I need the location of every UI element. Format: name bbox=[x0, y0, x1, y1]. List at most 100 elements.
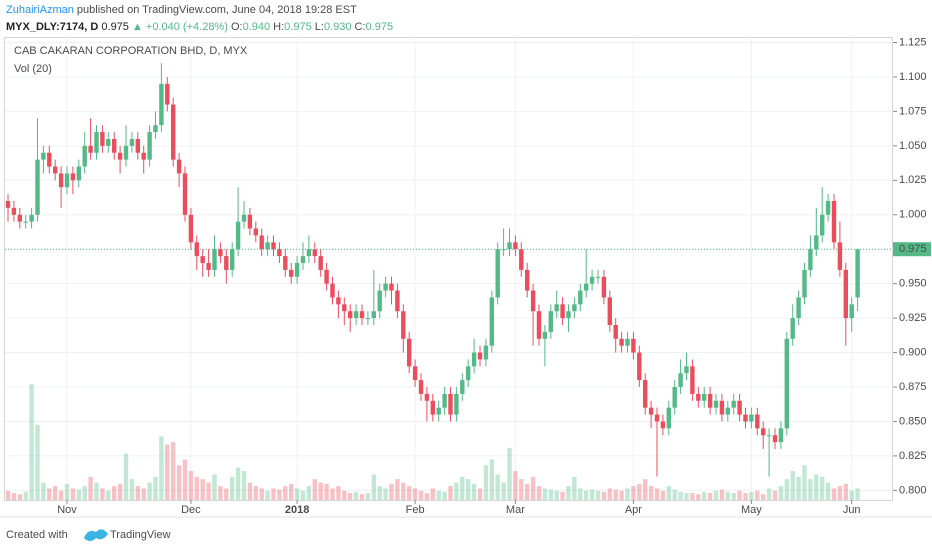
candle-body bbox=[684, 366, 689, 374]
volume-bar bbox=[483, 465, 489, 500]
candle-body bbox=[477, 352, 483, 360]
volume-bar bbox=[165, 444, 170, 500]
volume-bar bbox=[595, 490, 601, 500]
candle-body bbox=[383, 283, 388, 291]
volume-bar bbox=[230, 476, 235, 500]
volume-bar bbox=[796, 476, 801, 500]
volume-bar bbox=[766, 488, 772, 500]
volume-bar bbox=[601, 491, 607, 500]
candle-body bbox=[182, 173, 188, 215]
candle-body bbox=[58, 173, 64, 188]
footer-brand[interactable]: TradingView bbox=[110, 529, 171, 541]
candle-body bbox=[566, 311, 571, 319]
volume-bar bbox=[749, 491, 754, 500]
volume-bar bbox=[530, 476, 536, 500]
volume-bar bbox=[855, 488, 860, 500]
volume-bar bbox=[778, 486, 784, 500]
candle-body bbox=[778, 428, 784, 443]
volume-bar bbox=[837, 486, 843, 500]
tradingview-logo[interactable] bbox=[84, 529, 108, 541]
volume-bar bbox=[507, 447, 512, 500]
candle-body bbox=[548, 311, 553, 332]
volume-bar bbox=[23, 491, 28, 500]
volume-bar bbox=[82, 486, 87, 500]
volume-bar bbox=[731, 493, 736, 500]
candle-body bbox=[690, 366, 695, 394]
candle-body bbox=[849, 304, 854, 319]
volume-bar bbox=[637, 483, 642, 500]
candle-body bbox=[796, 297, 801, 319]
candle-body bbox=[365, 318, 371, 320]
volume-bar bbox=[117, 483, 123, 500]
candle-body bbox=[660, 421, 666, 429]
volume-bar bbox=[430, 488, 435, 500]
volume-bar bbox=[784, 479, 789, 500]
candle-body bbox=[495, 249, 500, 298]
candle-body bbox=[324, 269, 329, 284]
volume-bar bbox=[365, 493, 371, 500]
volume-bar bbox=[702, 491, 707, 500]
volume-bar bbox=[448, 486, 453, 500]
price: 0.975 bbox=[101, 21, 129, 33]
volume-bar bbox=[123, 453, 129, 500]
volume-bar bbox=[289, 483, 294, 500]
author[interactable]: ZuhairiAzman bbox=[6, 4, 74, 16]
candle-body bbox=[572, 304, 577, 312]
footer-created: Created with bbox=[6, 529, 68, 541]
candle-body bbox=[542, 331, 548, 339]
volume-bar bbox=[383, 488, 388, 500]
volume-bar bbox=[330, 488, 335, 500]
volume-bar bbox=[247, 482, 253, 500]
candle-body bbox=[749, 414, 754, 422]
candle-body bbox=[11, 207, 17, 215]
candle-body bbox=[471, 352, 477, 367]
candle-body bbox=[53, 166, 58, 174]
candle-body bbox=[212, 249, 217, 270]
candle-body bbox=[755, 414, 760, 429]
candle-body bbox=[825, 200, 831, 215]
candle-body bbox=[761, 428, 766, 436]
candle-body bbox=[253, 228, 258, 236]
volume-bar bbox=[707, 493, 713, 500]
candle-body bbox=[259, 235, 264, 250]
volume-bar bbox=[466, 479, 471, 500]
volume-bar bbox=[572, 476, 577, 500]
volume-bar bbox=[613, 489, 618, 500]
quote-c-label: C: bbox=[355, 21, 366, 33]
x-tick-label: 2018 bbox=[285, 504, 309, 516]
candle-body bbox=[802, 269, 807, 298]
volume-bar bbox=[407, 486, 412, 500]
candle-body bbox=[678, 373, 683, 388]
candle-body bbox=[353, 311, 359, 319]
chart-title: CAB CAKARAN CORPORATION BHD, D, MYX bbox=[14, 45, 248, 57]
volume-bar bbox=[259, 488, 264, 500]
candle-body bbox=[206, 262, 211, 270]
volume-bar bbox=[548, 489, 553, 500]
volume-bar bbox=[100, 488, 105, 500]
volume-bar bbox=[11, 493, 17, 500]
header-line-2: MYX_DLY:7174, D 0.975 ▲ +0.040 (+4.28%) … bbox=[6, 21, 393, 33]
volume-bar bbox=[41, 482, 46, 500]
volume-bar bbox=[35, 424, 40, 500]
candle-body bbox=[377, 290, 382, 312]
volume-bar bbox=[790, 471, 795, 500]
volume-bar bbox=[188, 471, 194, 500]
candle-body bbox=[607, 297, 612, 325]
volume-bar bbox=[342, 490, 347, 500]
candle-body bbox=[106, 138, 111, 146]
candle-body bbox=[283, 256, 288, 270]
volume-bar bbox=[129, 479, 135, 500]
volume-bar bbox=[5, 490, 11, 500]
candle-body bbox=[808, 249, 813, 270]
candle-body bbox=[306, 249, 312, 257]
volume-bar bbox=[389, 483, 394, 500]
candle-body bbox=[230, 249, 235, 270]
volume-bar bbox=[371, 474, 376, 500]
candle-body bbox=[719, 400, 725, 415]
candle-body bbox=[277, 249, 282, 257]
volume-bar bbox=[513, 471, 518, 500]
volume-bar bbox=[501, 482, 506, 500]
volume-bar bbox=[814, 474, 819, 500]
volume-bar bbox=[377, 486, 382, 500]
